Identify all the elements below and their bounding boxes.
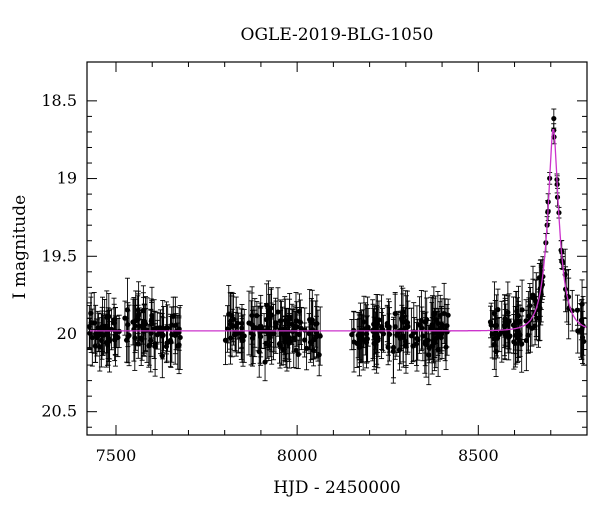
data-point — [422, 317, 428, 367]
data-point — [569, 289, 575, 332]
data-point — [396, 329, 403, 371]
model-curve — [89, 128, 588, 332]
x-tick-label: 7500 — [96, 446, 137, 465]
y-tick-label: 19.5 — [41, 246, 77, 265]
y-axis-ticks: 18.5 19 19.5 20 20.5 — [41, 91, 587, 428]
plot-frame — [86, 61, 588, 436]
data-point — [295, 339, 301, 370]
data-point — [400, 307, 406, 368]
data-point — [149, 300, 155, 339]
data-point — [491, 319, 497, 370]
data-point — [239, 308, 245, 348]
data-point — [307, 289, 313, 351]
data-point — [384, 306, 390, 346]
data-point — [293, 332, 299, 369]
data-point — [267, 317, 273, 358]
x-axis-label: HJD - 2450000 — [273, 478, 401, 498]
data-point — [415, 318, 421, 361]
data-point — [249, 292, 255, 357]
data-point — [241, 309, 247, 363]
data-point — [258, 305, 264, 349]
data-point — [494, 317, 501, 359]
data-point — [380, 308, 386, 351]
data-point — [88, 296, 94, 330]
data-points — [86, 108, 587, 386]
data-point — [575, 308, 581, 354]
data-point — [272, 297, 279, 348]
data-point — [177, 304, 183, 370]
y-tick-label: 18.5 — [41, 91, 77, 110]
y-tick-label: 19 — [57, 169, 77, 188]
y-axis-label: I magnitude — [10, 195, 30, 299]
x-axis-ticks: 7500 8000 8500 — [96, 62, 552, 465]
data-point — [154, 319, 161, 350]
x-tick-label: 8500 — [458, 446, 499, 465]
data-point — [222, 315, 229, 366]
data-point — [172, 306, 178, 365]
data-point — [360, 309, 366, 371]
data-point — [502, 309, 508, 361]
data-point — [316, 333, 322, 377]
data-point — [514, 290, 520, 332]
y-tick-label: 20.5 — [41, 402, 77, 421]
chart-title: OGLE-2019-BLG-1050 — [241, 25, 434, 45]
data-point — [87, 317, 93, 349]
data-point — [140, 296, 147, 356]
data-point — [298, 306, 305, 351]
data-point — [138, 310, 144, 366]
data-point — [254, 301, 260, 331]
data-point — [282, 315, 288, 355]
data-point — [115, 318, 121, 358]
data-point — [428, 296, 434, 360]
data-point — [356, 314, 362, 361]
data-point — [163, 301, 170, 355]
data-point — [132, 298, 138, 354]
data-point — [135, 293, 141, 327]
data-point — [392, 292, 398, 336]
data-point — [438, 305, 445, 349]
data-point — [403, 315, 409, 368]
data-point — [98, 313, 104, 368]
data-point — [506, 293, 512, 350]
data-point — [515, 319, 522, 358]
data-point — [425, 319, 431, 361]
data-point — [297, 299, 303, 345]
data-point — [374, 308, 380, 374]
data-point — [433, 308, 439, 369]
data-point — [159, 333, 165, 379]
data-point — [104, 290, 110, 345]
data-point — [275, 287, 281, 337]
data-point — [111, 297, 117, 349]
data-point — [405, 308, 411, 344]
x-tick-label: 8000 — [277, 446, 318, 465]
data-point — [444, 303, 450, 348]
data-point — [125, 310, 131, 364]
data-point — [385, 329, 391, 366]
y-tick-label: 20 — [57, 324, 77, 343]
data-point — [390, 319, 396, 384]
data-point — [441, 282, 447, 344]
data-point — [133, 290, 139, 351]
data-point — [315, 309, 321, 362]
data-point — [313, 300, 319, 348]
